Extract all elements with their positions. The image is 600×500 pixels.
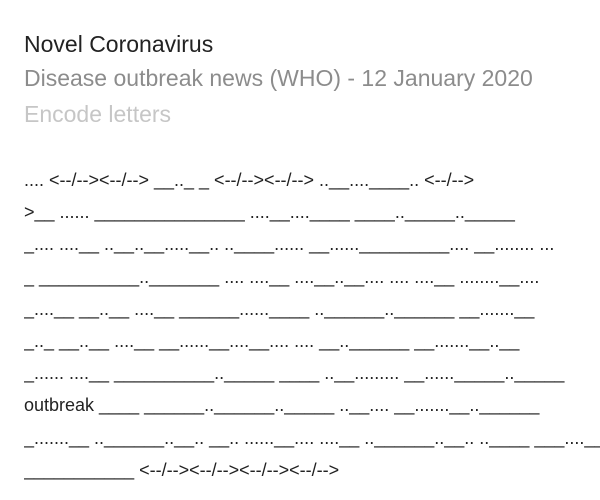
encoded-line: _...... ....__ __________.._____ ____ ..… — [24, 363, 565, 384]
encoded-text-block: .... <--/--><--/--> __.._ _ <--/--><--/-… — [24, 164, 600, 486]
encoded-line: _ __________.._______ .... ....__ ....__… — [24, 266, 540, 287]
encoded-line: outbreak ____ ______..______.._____ ..__… — [24, 395, 540, 416]
encoded-line: _.... ....__ ..__..__.....__.. ..____...… — [24, 234, 555, 255]
encode-letters-link[interactable]: Encode letters — [24, 101, 172, 127]
source-subtitle: Disease outbreak news (WHO) - 12 January… — [24, 65, 533, 91]
encoded-line: _....__ __..__ ....__ ______......____ .… — [24, 298, 535, 319]
encoded-line: _.._ __..__ ....__ __......__....__.... … — [24, 330, 520, 351]
encoded-line: _.......__ ..______..__.. __.. ......__.… — [24, 427, 600, 448]
page-title: Novel Coronavirus — [24, 31, 214, 57]
encoded-line: >__ ...... _______________ ....__....___… — [24, 202, 515, 223]
encoded-line: ___________ <--/--><--/--><--/--><--/--> — [24, 459, 340, 480]
encoded-line: .... <--/--><--/--> __.._ _ <--/--><--/-… — [24, 170, 475, 190]
article-header: Novel Coronavirus Disease outbreak news … — [24, 28, 600, 132]
